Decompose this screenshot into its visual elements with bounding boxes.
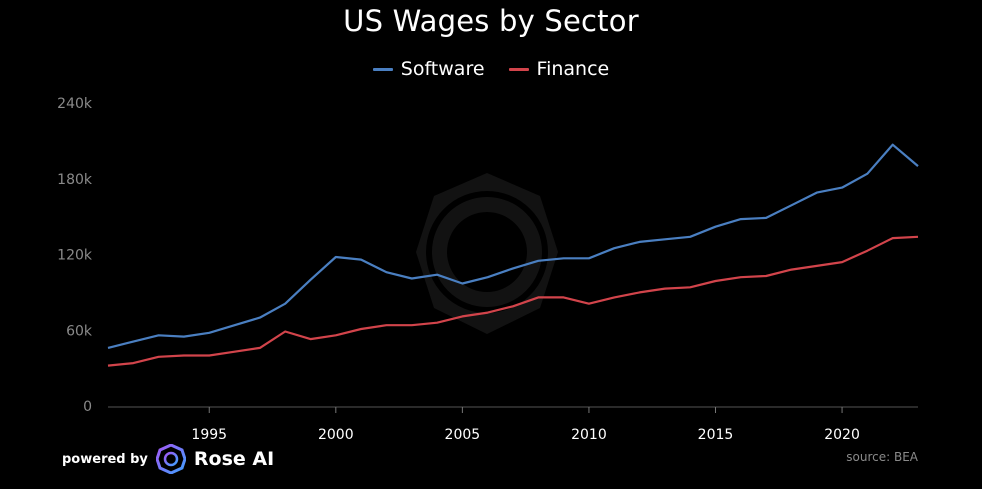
brand-name: Rose AI [193,448,275,470]
x-tick-label: 2020 [824,427,860,443]
watermark-logo-icon [416,173,558,334]
y-tick-label: 60k [66,323,93,339]
powered-by-badge[interactable]: powered by Rose AI [62,444,274,474]
x-tick-label: 2000 [318,427,354,443]
x-axis: 1995 2000 2005 2010 2015 2020 [108,406,918,443]
legend-item-software[interactable]: Software [372,58,485,80]
x-tick-label: 2005 [445,427,481,443]
series-line-finance[interactable] [107,235,919,367]
y-tick-label: 180k [57,172,93,188]
x-tick-label: 2010 [571,427,607,443]
legend: Software Finance [0,58,982,80]
chart-title: US Wages by Sector [343,4,639,38]
x-tick-label: 2015 [698,427,734,443]
y-axis: 0 60k 120k 180k 240k [57,96,93,415]
legend-label-finance: Finance [536,58,610,80]
rose-ai-logo-icon [155,444,186,474]
y-tick-label: 0 [83,399,92,415]
x-tick-label: 1995 [191,427,227,443]
y-tick-label: 240k [57,96,93,112]
legend-item-finance[interactable]: Finance [508,58,610,80]
series-group [107,143,919,367]
y-tick-label: 120k [57,248,93,264]
legend-label-software: Software [400,58,485,80]
legend-swatch-software [372,67,393,71]
source-note: source: BEA [846,450,918,464]
powered-by-text: powered by [62,451,148,467]
legend-swatch-finance [508,67,529,71]
series-line-software[interactable] [107,143,919,349]
